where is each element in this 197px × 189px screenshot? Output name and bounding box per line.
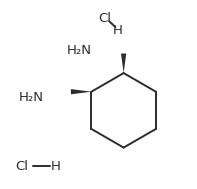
Text: Cl: Cl	[16, 160, 29, 173]
Polygon shape	[121, 53, 126, 73]
Polygon shape	[71, 89, 91, 94]
Text: Cl: Cl	[98, 12, 112, 25]
Text: H₂N: H₂N	[19, 91, 44, 104]
Text: H₂N: H₂N	[67, 44, 92, 57]
Text: H: H	[113, 24, 123, 37]
Text: H: H	[51, 160, 61, 173]
